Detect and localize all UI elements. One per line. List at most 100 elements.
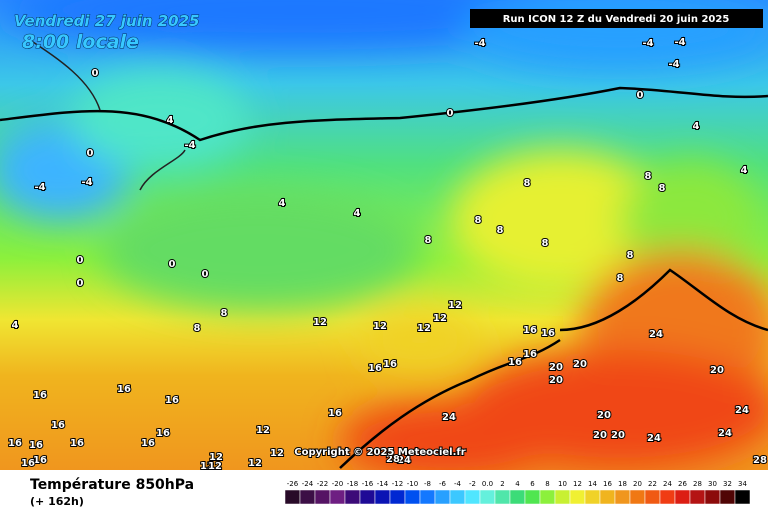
scale-swatch — [614, 489, 631, 505]
scale-swatch — [419, 489, 436, 505]
contour-label: 16 — [328, 408, 342, 419]
scale-label: -12 — [392, 480, 403, 488]
contour-label: 12 — [200, 461, 214, 472]
scale-swatch — [539, 489, 556, 505]
scale-label: 0.0 — [482, 480, 493, 488]
scale-swatch — [449, 489, 466, 505]
contour-label: 0 — [77, 255, 84, 266]
contour-label: 20 — [549, 375, 563, 386]
scale-label: 26 — [678, 480, 687, 488]
scale-swatch — [704, 489, 721, 505]
scale-swatch — [329, 489, 346, 505]
contour-label: 8 — [475, 215, 482, 226]
scale-swatch — [314, 489, 331, 505]
scale-swatch — [659, 489, 676, 505]
contour-label: 16 — [523, 349, 537, 360]
contour-label: 24 — [647, 433, 661, 444]
contour-label: 16 — [508, 357, 522, 368]
contour-label: 4 — [693, 121, 700, 132]
scale-swatch — [719, 489, 736, 505]
scale-swatch — [644, 489, 661, 505]
contour-label: 12 — [256, 425, 270, 436]
contour-label: -4 — [34, 182, 45, 193]
scale-label: -16 — [362, 480, 374, 488]
scale-swatch — [509, 489, 526, 505]
color-scale: -26 -24 -22 -20 -18 -16 -14 -12 -10 -8 -6 -4 -2 0.0 2 4… — [284, 480, 751, 505]
scale-label: 30 — [708, 480, 717, 488]
scale-label: 32 — [723, 480, 732, 488]
scale-swatch — [389, 489, 406, 505]
contour-label: 16 — [141, 438, 155, 449]
contour-label: 16 — [21, 458, 35, 469]
contour-label: 12 — [417, 323, 431, 334]
scale-swatch — [569, 489, 586, 505]
contour-label: 8 — [617, 273, 624, 284]
scale-swatch — [299, 489, 316, 505]
contour-label: 0 — [87, 148, 94, 159]
scale-label: 28 — [693, 480, 702, 488]
contour-label: 16 — [383, 359, 397, 370]
scale-label: -10 — [407, 480, 418, 488]
contour-label: 24 — [397, 455, 411, 466]
scale-swatch — [554, 489, 571, 505]
contour-label: 8 — [194, 323, 201, 334]
footer-subtitle: (+ 162h) — [30, 495, 84, 508]
contour-label: 28 — [386, 454, 400, 465]
copyright: Copyright © 2025 Meteociel.fr — [294, 447, 465, 458]
contour-label: 12 — [448, 300, 462, 311]
contour-label: 16 — [33, 455, 47, 466]
scale-swatch — [434, 489, 451, 505]
scale-label: 6 — [530, 480, 535, 488]
contour-label: 0 — [77, 278, 84, 289]
contour-label: 0 — [447, 108, 454, 119]
contour-label: 20 — [549, 362, 563, 373]
scale-swatch — [584, 489, 601, 505]
contour-label: -4 — [184, 140, 195, 151]
scale-swatch — [599, 489, 616, 505]
contour-label: 16 — [368, 363, 382, 374]
contour-label: 12 — [208, 461, 222, 472]
contour-label: 16 — [156, 428, 170, 439]
contour-label: 8 — [497, 225, 504, 236]
contour-label: 16 — [165, 395, 179, 406]
scale-label: 14 — [588, 480, 597, 488]
valid-date: Vendredi 27 juin 2025 — [14, 12, 200, 30]
contour-label: 8 — [542, 238, 549, 249]
contour-label: 12 — [270, 448, 284, 459]
contour-label: 20 — [597, 410, 611, 421]
scale-swatch — [359, 489, 376, 505]
scale-label: -4 — [454, 480, 462, 488]
contour-label: -4 — [642, 38, 653, 49]
contour-label: 16 — [8, 438, 22, 449]
scale-label: 4 — [515, 480, 520, 488]
scale-label: 18 — [618, 480, 627, 488]
contour-label: 28 — [753, 455, 767, 466]
contour-label: 12 — [248, 458, 262, 469]
contour-label: 0 — [637, 90, 644, 101]
scale-label: 34 — [738, 480, 747, 488]
scale-label: 12 — [573, 480, 582, 488]
scale-swatch — [374, 489, 391, 505]
contour-label: -4 — [668, 59, 679, 70]
contour-label: 8 — [659, 183, 666, 194]
scale-label: -6 — [439, 480, 447, 488]
scale-swatch — [689, 489, 706, 505]
scale-label: -18 — [347, 480, 358, 488]
contour-label: 12 — [313, 317, 327, 328]
contour-label: 24 — [718, 428, 732, 439]
contour-label: 4 — [741, 165, 748, 176]
run-box — [470, 9, 763, 28]
scale-swatch — [284, 489, 301, 505]
scale-swatch — [494, 489, 511, 505]
scale-label: -2 — [469, 480, 476, 488]
scale-swatch — [524, 489, 541, 505]
scale-label: 16 — [603, 480, 612, 488]
scale-label: -26 — [287, 480, 299, 488]
scale-swatch — [629, 489, 646, 505]
contour-label: 16 — [29, 440, 43, 451]
contour-label: 0 — [92, 68, 99, 79]
scale-label: -14 — [377, 480, 389, 488]
scale-label: -8 — [424, 480, 431, 488]
